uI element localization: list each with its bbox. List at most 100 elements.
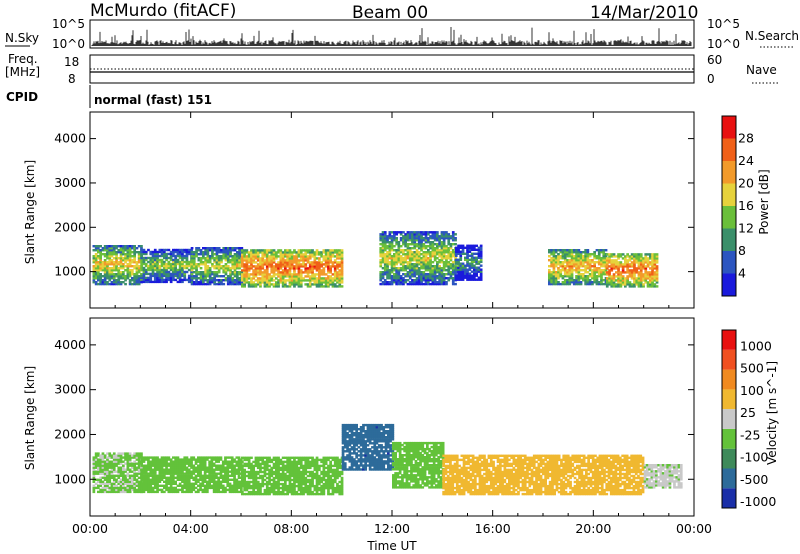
echo-cell (224, 478, 227, 481)
echo-cell (128, 474, 132, 477)
echo-cell (108, 259, 112, 262)
echo-cell (151, 260, 155, 264)
echo-cell (272, 271, 276, 274)
echo-cell (383, 253, 387, 256)
echo-cell (597, 282, 601, 286)
echo-cell (395, 282, 398, 286)
echo-cell (153, 462, 157, 465)
echo-cell (144, 250, 148, 254)
echo-cell (340, 257, 344, 260)
echo-cell (204, 275, 207, 278)
echo-cell (422, 237, 426, 240)
echo-cell (393, 249, 396, 252)
echo-cell (431, 245, 435, 248)
echo-cell (110, 456, 114, 459)
echo-cell (210, 456, 214, 459)
echo-cell (243, 279, 246, 282)
echo-cell (336, 267, 339, 270)
echo-cell (577, 275, 581, 278)
echo-cell (97, 478, 100, 481)
echo-cell (579, 277, 583, 280)
echo-cell (254, 267, 258, 270)
echo-cell (183, 274, 187, 278)
echo-cell (203, 484, 207, 487)
echo-cell (158, 476, 162, 479)
echo-cell (140, 254, 143, 258)
echo-cell (429, 259, 432, 262)
echo-cell (268, 251, 271, 254)
echo-cell (395, 257, 398, 260)
echo-cell (602, 263, 606, 266)
echo-cell (311, 263, 314, 266)
echo-cell (174, 278, 177, 282)
echo-cell (422, 245, 426, 248)
echo-cell (190, 269, 194, 272)
echo-cell (195, 255, 198, 258)
echo-cell (479, 274, 483, 277)
echo-cell (106, 472, 109, 475)
echo-cell (156, 486, 159, 490)
echo-cell (226, 253, 230, 256)
echo-cell (137, 277, 141, 280)
echo-cell (144, 268, 148, 272)
echo-cell (236, 247, 239, 250)
echo-cell (231, 271, 235, 274)
echo-cell (608, 283, 611, 286)
echo-cell (577, 281, 581, 284)
echo-cell (208, 277, 212, 280)
echo-cell (222, 279, 226, 282)
echo-cell (117, 269, 121, 272)
echo-cell (479, 272, 483, 275)
echo-cell (236, 281, 239, 284)
echo-cell (393, 259, 396, 262)
echo-cell (324, 249, 328, 252)
echo-cell (600, 263, 603, 266)
echo-cell (466, 264, 469, 267)
echo-cell (653, 263, 657, 266)
echo-cell (459, 272, 463, 275)
echo-cell (415, 261, 419, 264)
echo-cell (635, 281, 639, 284)
echo-cell (185, 470, 189, 473)
echo-cell (653, 257, 657, 260)
echo-cell (172, 482, 175, 485)
echo-cell (297, 277, 301, 280)
echo-cell (644, 261, 648, 264)
echo-cell (169, 480, 173, 483)
echo-cell (612, 255, 616, 258)
echo-cell (605, 265, 609, 268)
echo-cell (559, 282, 563, 286)
echo-cell (140, 273, 143, 276)
echo-cell (464, 252, 467, 255)
echo-cell (247, 253, 251, 256)
echo-cell (108, 257, 112, 260)
echo-cell (379, 271, 383, 274)
echo-cell (420, 265, 423, 268)
echo-cell (575, 263, 578, 266)
echo-cell (156, 462, 159, 465)
echo-cell (395, 275, 398, 278)
echo-cell (568, 277, 572, 280)
echo-cell (243, 277, 246, 280)
echo-cell (639, 277, 643, 280)
echo-cell (617, 269, 620, 272)
echo-cell (103, 470, 107, 473)
echo-cell (582, 257, 585, 260)
echo-cell (417, 245, 421, 248)
echo-cell (252, 253, 255, 256)
echo-cell (644, 275, 648, 278)
echo-cell (390, 279, 394, 282)
echo-cell (279, 263, 283, 266)
echo-cell (340, 267, 344, 270)
echo-cell (570, 253, 574, 256)
echo-cell (243, 249, 246, 252)
echo-cell (140, 488, 143, 492)
echo-cell (554, 255, 558, 258)
echo-cell (597, 271, 601, 274)
echo-cell (333, 269, 337, 272)
echo-cell (655, 265, 659, 268)
echo-cell (293, 259, 296, 262)
echo-cell (183, 456, 187, 459)
echo-cell (424, 255, 428, 258)
echo-cell (115, 253, 118, 256)
